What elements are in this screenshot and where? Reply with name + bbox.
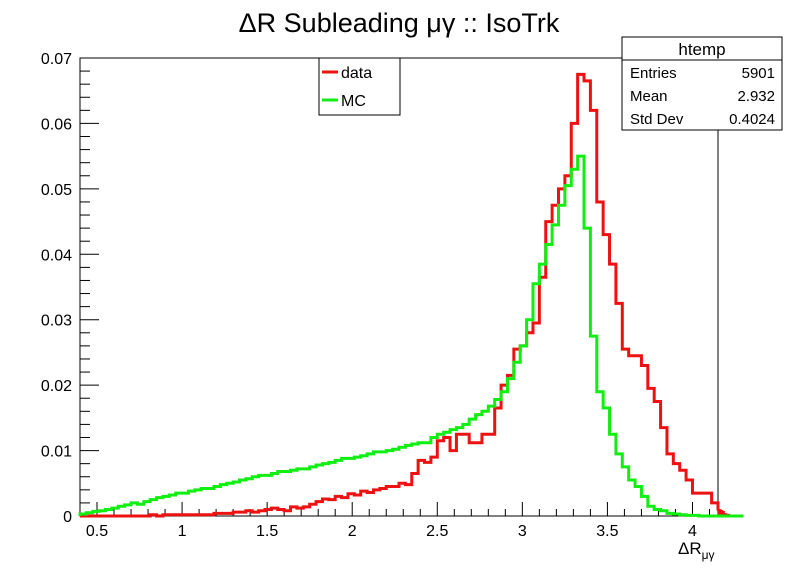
series-layer (78, 72, 744, 518)
series-data-line (80, 72, 744, 518)
x-axis-label: ΔRμγ (678, 539, 715, 562)
stats-box: htemp Entries 5901 Mean 2.932 Std Dev 0.… (621, 36, 783, 131)
x-tick-label: 3 (518, 523, 527, 540)
stats-entries-value: 5901 (742, 65, 775, 82)
y-tick-label: 0.03 (41, 313, 72, 330)
x-axis-label-subscript: μγ (702, 548, 715, 562)
y-tick-label: 0.07 (41, 51, 72, 68)
y-axis: 0 0.01 0.02 0.03 0.04 0.05 0.06 0.07 (41, 51, 99, 526)
stats-box-title: htemp (678, 40, 725, 59)
legend-label-mc: MC (341, 93, 366, 110)
stats-stddev-value: 0.4024 (729, 111, 775, 128)
y-tick-label: 0.01 (41, 444, 72, 461)
stats-mean-value: 2.932 (737, 88, 775, 105)
x-tick-label: 2.5 (426, 523, 448, 540)
legend: data MC (318, 57, 401, 116)
x-axis: 0.5 1 1.5 2 2.5 3 3.5 4 (79, 502, 710, 540)
y-tick-label: 0.06 (41, 116, 72, 133)
y-tick-label: 0 (63, 509, 72, 526)
legend-box (318, 57, 401, 116)
x-tick-label: 4 (688, 523, 697, 540)
legend-label-data: data (341, 65, 372, 82)
x-tick-label: 2 (348, 523, 357, 540)
x-tick-label: 0.5 (86, 523, 108, 540)
x-tick-label: 1 (178, 523, 187, 540)
x-tick-label: 3.5 (596, 523, 618, 540)
series-mc-line (78, 154, 744, 518)
stats-entries-label: Entries (630, 65, 677, 82)
y-tick-label: 0.05 (41, 182, 72, 199)
stats-stddev-label: Std Dev (630, 111, 684, 128)
chart-title: ΔR Subleading μγ :: IsoTrk (239, 8, 560, 38)
y-tick-label: 0.02 (41, 378, 72, 395)
stats-mean-label: Mean (630, 88, 668, 105)
x-axis-label-main: ΔR (678, 539, 702, 558)
x-tick-label: 1.5 (256, 523, 278, 540)
y-tick-label: 0.04 (41, 247, 72, 264)
stats-box-frame (621, 36, 783, 131)
